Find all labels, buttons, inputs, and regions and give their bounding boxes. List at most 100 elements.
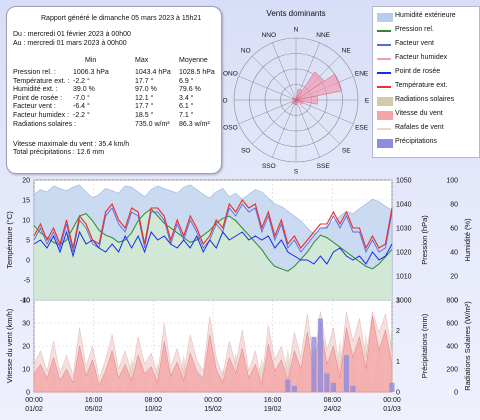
precip-tick: 0 [396, 390, 400, 397]
row-min: 1006.3 hPa [73, 69, 109, 76]
temperature-line [33, 199, 393, 250]
row-max: 735.0 w/m² [135, 120, 170, 128]
solar-tick: 0 [454, 390, 458, 397]
col-min-header: Min [85, 57, 97, 64]
wind-tick: 10 [22, 367, 30, 374]
wind-rose-title: Vents dominants [266, 9, 325, 18]
wind-tick: 0 [26, 390, 30, 397]
x-tick-date: 05/02 [85, 406, 103, 413]
solar-tick: 600 [446, 321, 458, 328]
row-label: Température ext. : [13, 77, 70, 85]
legend-label: Radiations solaires [395, 96, 455, 103]
x-tick-date: 24/02 [324, 406, 342, 413]
legend-label: Rafales de vent [395, 124, 444, 131]
wind-rose-direction: SE [342, 148, 351, 155]
row-min: -2.2 ° [73, 112, 90, 119]
wind-rose-direction: SSO [262, 163, 276, 170]
legend-swatch [377, 97, 393, 106]
legend-swatch [377, 128, 391, 130]
precip-bar [324, 373, 330, 392]
precip-bar [285, 379, 291, 392]
temp-tick: 5 [26, 238, 30, 245]
humidity-tick: 60 [450, 226, 458, 233]
pressure-tick: 1030 [396, 226, 412, 233]
wind-speed-area [33, 316, 393, 393]
row-label: Pression rel. : [13, 69, 56, 76]
col-mean-header: Moyenne [179, 57, 208, 64]
wind-rose-direction: N [294, 27, 299, 34]
humidity-tick: 100 [446, 178, 458, 185]
weather-chart: 20151050-5-10105010401030102010101000100… [5, 178, 472, 414]
wind-rose-spoke [251, 55, 297, 101]
x-tick-time: 00:00 [204, 397, 222, 404]
row-min: -2.2 ° [73, 77, 90, 85]
legend-swatch [377, 44, 391, 46]
legend: Humidité extérieure Pression rel. Facteur … [372, 6, 480, 158]
legend-label: Vitesse du vent [395, 110, 443, 117]
wind-rose-chart: Vents dominants N NNE NE ENE E ESE SE SSE S SSO SO O… [222, 9, 370, 174]
row-max: 97.0 % [135, 86, 157, 94]
temp-tick: 0 [26, 258, 30, 265]
wind-tick: 40 [22, 298, 30, 305]
row-mean: 6.9 ° [179, 77, 194, 85]
x-tick-time: 16:00 [85, 397, 103, 404]
wind-rose-spoke [295, 99, 354, 124]
row-label: Facteur humidex : [13, 112, 70, 119]
row-max: 18.5 ° [135, 112, 154, 119]
report-title: Rapport généré le dimanche 05 mars 2023 … [41, 15, 202, 22]
wind-rose-spoke [295, 99, 341, 145]
row-mean: 7.1 ° [179, 112, 194, 119]
pressure-tick: 1010 [396, 274, 412, 281]
temp-tick: 20 [22, 178, 30, 185]
x-tick-time: 16:00 [264, 397, 282, 404]
pressure-fill [34, 208, 392, 300]
legend-label: Précipitations [395, 138, 438, 145]
precip-bar [330, 382, 336, 392]
wind-rose-direction: E [365, 98, 370, 105]
report-from: Du : mercredi 01 février 2023 à 00h00 [13, 31, 131, 38]
humidity-tick: 0 [454, 298, 458, 305]
report-to: Au : mercredi 01 mars 2023 à 00h00 [13, 40, 127, 47]
legend-swatch [377, 72, 391, 74]
row-label: Radiations solaires : [13, 120, 77, 128]
row-max: 17.7 ° [135, 77, 154, 85]
temp-tick: -10 [20, 298, 30, 305]
temp-tick: -5 [24, 278, 30, 285]
wind-rose-direction: NNO [262, 32, 276, 39]
row-max: 1043.4 hPa [135, 69, 171, 76]
solar-tick: 800 [446, 298, 458, 305]
humidity-tick: 80 [450, 202, 458, 209]
x-tick-date: 10/02 [145, 406, 163, 413]
precip-bar [343, 355, 349, 392]
temp-tick: 10 [22, 218, 30, 225]
row-min: 39.0 % [73, 86, 95, 94]
wind-max: Vitesse maximale du vent : 35.4 km/h [13, 141, 130, 148]
x-tick-date: 01/02 [25, 406, 43, 413]
row-label: Point de rosée : [13, 94, 63, 102]
pressure-axis-label: Pression (hPa) [420, 215, 429, 265]
wind-rose-direction: ESE [355, 125, 369, 132]
legend-swatch [377, 30, 391, 32]
wind-rose-direction: SSE [317, 163, 331, 170]
row-mean: 6.1 ° [179, 103, 194, 111]
solar-tick: 200 [446, 367, 458, 374]
wind-chill-line [33, 203, 393, 254]
wind-rose-petal [292, 97, 297, 101]
total-precip: Total précipitations : 12.6 mm [13, 149, 105, 156]
legend-swatch [377, 139, 393, 148]
precip-tick: 1 [396, 359, 400, 366]
row-label: Humidité ext. : [13, 86, 58, 94]
x-tick-time: 08:00 [145, 397, 163, 404]
legend-label: Température ext. [395, 82, 448, 89]
col-max-header: Max [135, 57, 149, 64]
wind-rose-direction: NE [342, 47, 352, 54]
legend-swatch [377, 58, 391, 60]
humidity-axis-label: Humidité (%) [463, 218, 472, 262]
wind-rose-spoke [238, 99, 297, 124]
x-tick-time: 00:00 [25, 397, 43, 404]
legend-label: Pression rel. [395, 26, 434, 33]
report-summary-panel: Rapport généré le dimanche 05 mars 2023 … [6, 6, 222, 174]
precip-bar [350, 385, 356, 392]
legend-swatch [377, 86, 391, 88]
row-max: 17.7 ° [135, 103, 154, 111]
